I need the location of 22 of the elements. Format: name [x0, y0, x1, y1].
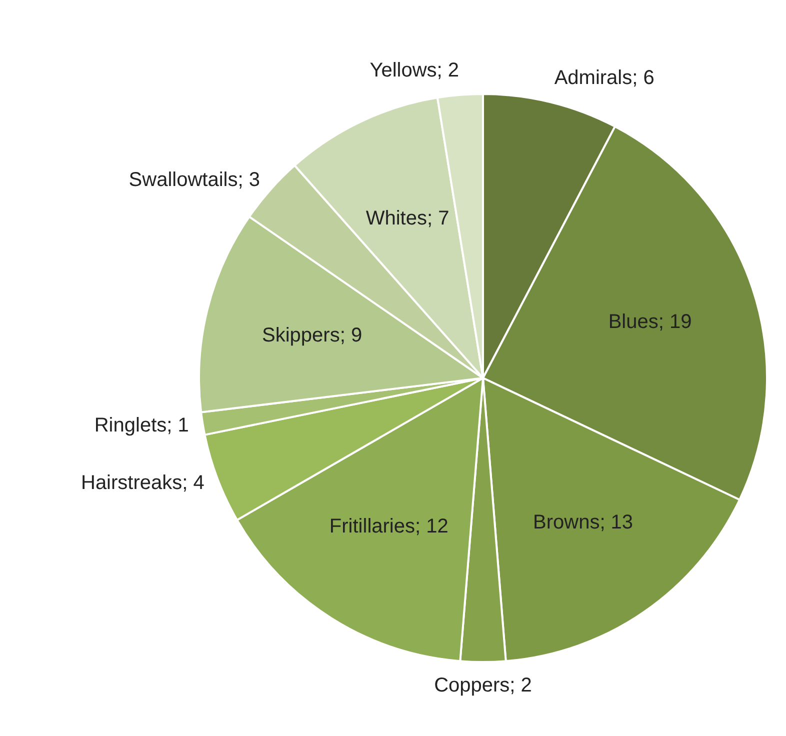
slice-label: Fritillaries [329, 515, 415, 538]
slice-label: Whites [366, 207, 427, 230]
slice-label: Skippers [262, 324, 340, 346]
data-label: ; 2 [436, 59, 460, 82]
slice-label: Browns [533, 511, 600, 534]
slice-label: Admirals [554, 67, 632, 90]
data-label: ; 9 [340, 324, 362, 346]
data-label: ; 7 [426, 207, 450, 230]
slice-label: Swallowtails [128, 168, 238, 191]
slice-label: Hairstreaks [80, 472, 182, 494]
slice-label: Coppers [434, 674, 510, 697]
data-label: ; 19 [658, 310, 692, 333]
data-label: ; 1 [166, 414, 189, 436]
data-label: ; 6 [632, 67, 654, 90]
slice-label: Ringlets [94, 414, 167, 436]
data-label: ; 3 [238, 168, 260, 191]
slice-label: Yellows [370, 59, 437, 82]
data-label: ; 4 [182, 472, 204, 494]
slice-label: Blues [608, 310, 658, 333]
data-label: ; 13 [600, 511, 634, 534]
data-label: ; 12 [414, 515, 448, 538]
data-label: ; 2 [510, 674, 532, 697]
